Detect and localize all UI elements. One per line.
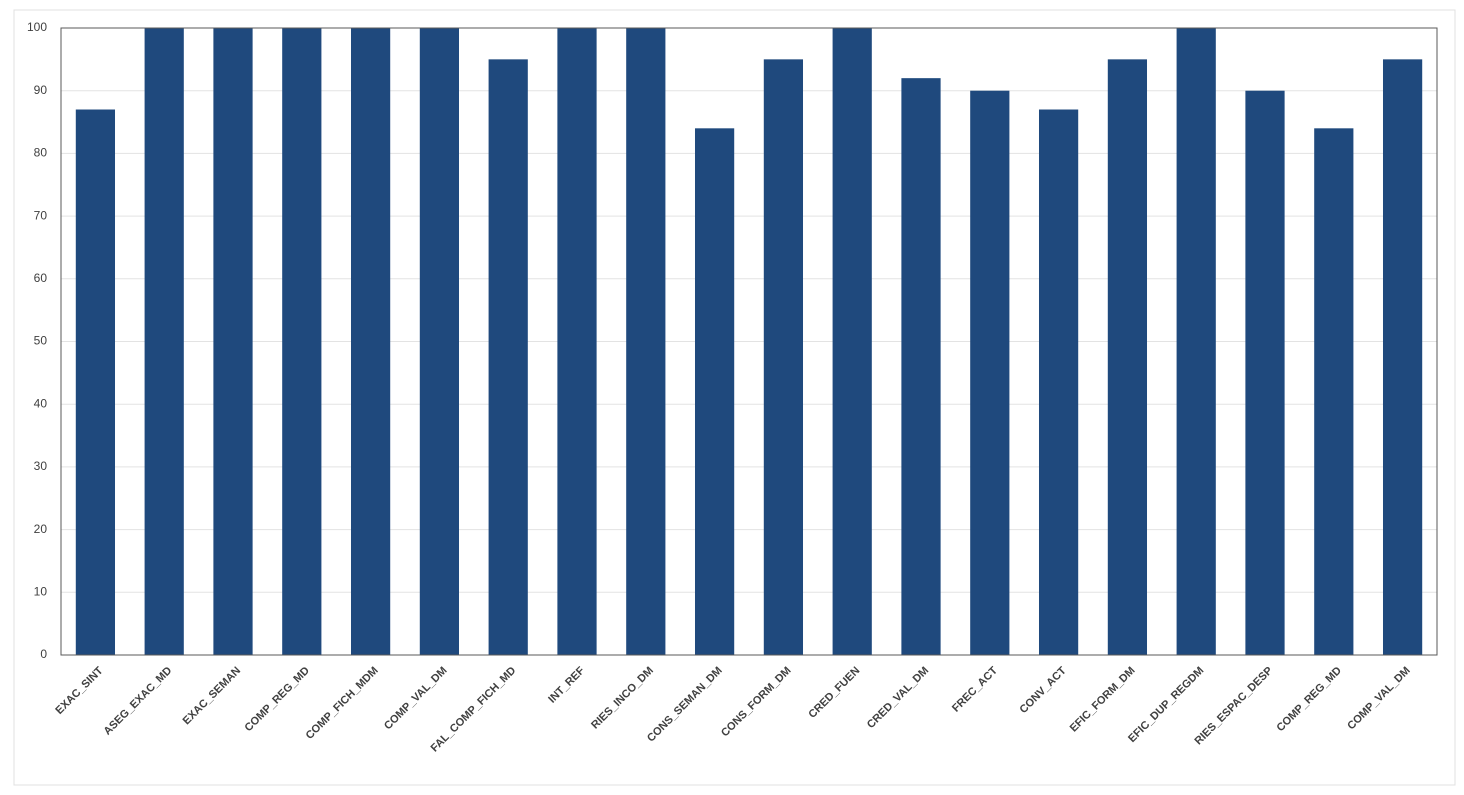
bar xyxy=(1107,59,1148,656)
y-tick-label: 20 xyxy=(34,522,48,536)
bar xyxy=(901,78,941,655)
bar xyxy=(1382,59,1423,656)
bar xyxy=(144,28,184,655)
bar xyxy=(626,28,666,655)
y-tick-label: 90 xyxy=(34,83,48,97)
y-tick-label: 80 xyxy=(34,146,48,160)
plot-border xyxy=(60,27,1438,656)
bar xyxy=(488,59,528,656)
bar xyxy=(1038,109,1079,655)
y-tick-label: 0 xyxy=(40,647,47,661)
bar xyxy=(763,59,804,656)
y-tick-label: 40 xyxy=(34,396,48,410)
y-tick-label: 100 xyxy=(27,20,47,34)
y-tick-label: 60 xyxy=(34,271,48,285)
bar xyxy=(832,28,872,655)
bar xyxy=(970,90,1010,655)
y-tick-label: 70 xyxy=(34,208,48,222)
bar xyxy=(1314,128,1354,655)
bar xyxy=(419,28,460,655)
bar xyxy=(75,109,116,655)
bar xyxy=(282,28,322,655)
y-tick-label: 50 xyxy=(34,334,48,348)
bar xyxy=(213,28,253,655)
y-tick-label: 30 xyxy=(34,459,48,473)
bar xyxy=(557,28,597,655)
bar xyxy=(694,128,735,655)
bar xyxy=(350,28,391,655)
bar xyxy=(1176,28,1216,655)
y-tick-label: 10 xyxy=(34,584,48,598)
bar xyxy=(1245,90,1285,655)
